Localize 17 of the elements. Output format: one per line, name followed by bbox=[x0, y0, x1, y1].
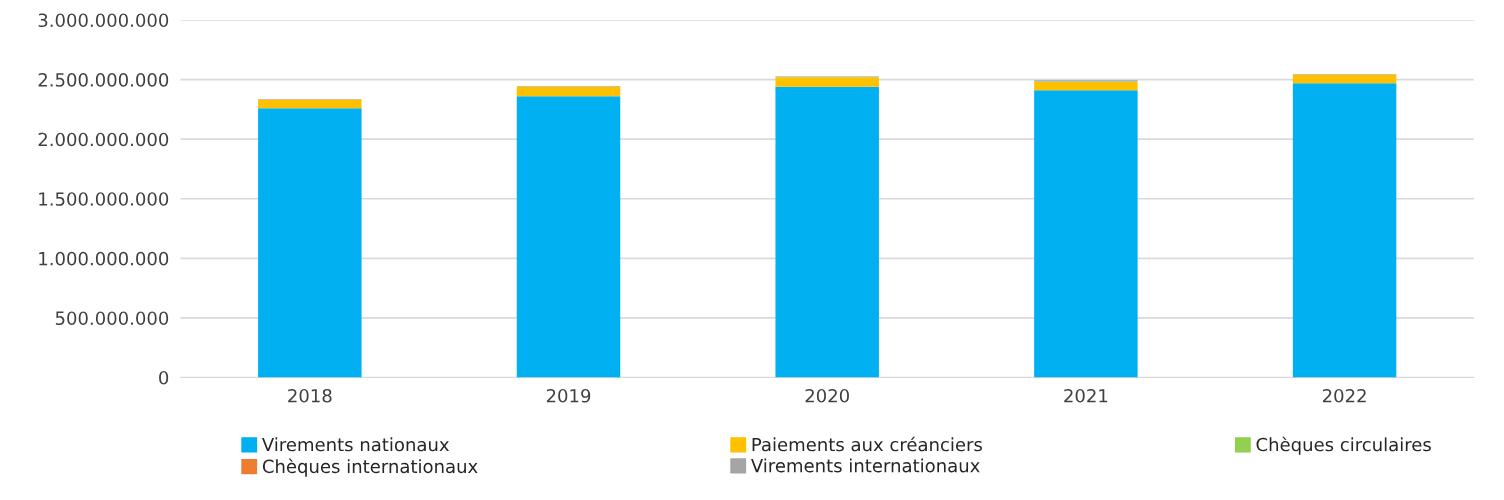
legend-label: Chèques internationaux bbox=[262, 458, 478, 477]
legend-label: Virements internationaux bbox=[751, 458, 980, 473]
x-tick-label: 2022 bbox=[1322, 388, 1366, 403]
legend-label: Chèques circulaires bbox=[1256, 436, 1431, 455]
y-tick-label: 1.000.000.000 bbox=[39, 251, 169, 266]
y-tick-label: 2.000.000.000 bbox=[38, 132, 169, 147]
legend-label: Virements nationaux bbox=[262, 437, 450, 452]
x-tick-label: 2020 bbox=[805, 388, 849, 403]
x-tick-label: 2019 bbox=[546, 388, 591, 403]
y-tick-label: 0 bbox=[159, 370, 169, 385]
y-tick-label: 1.500.000.000 bbox=[39, 192, 169, 206]
legend-label: Paiements aux créanciers bbox=[752, 436, 982, 452]
y-tick-label: 500.000.000 bbox=[55, 311, 169, 326]
y-tick-label: 3.000.000.000 bbox=[38, 13, 169, 28]
y-tick-label: 2.500.000.000 bbox=[38, 73, 169, 87]
x-tick-label: 2018 bbox=[288, 388, 332, 403]
x-tick-label: 2021 bbox=[1064, 388, 1108, 403]
